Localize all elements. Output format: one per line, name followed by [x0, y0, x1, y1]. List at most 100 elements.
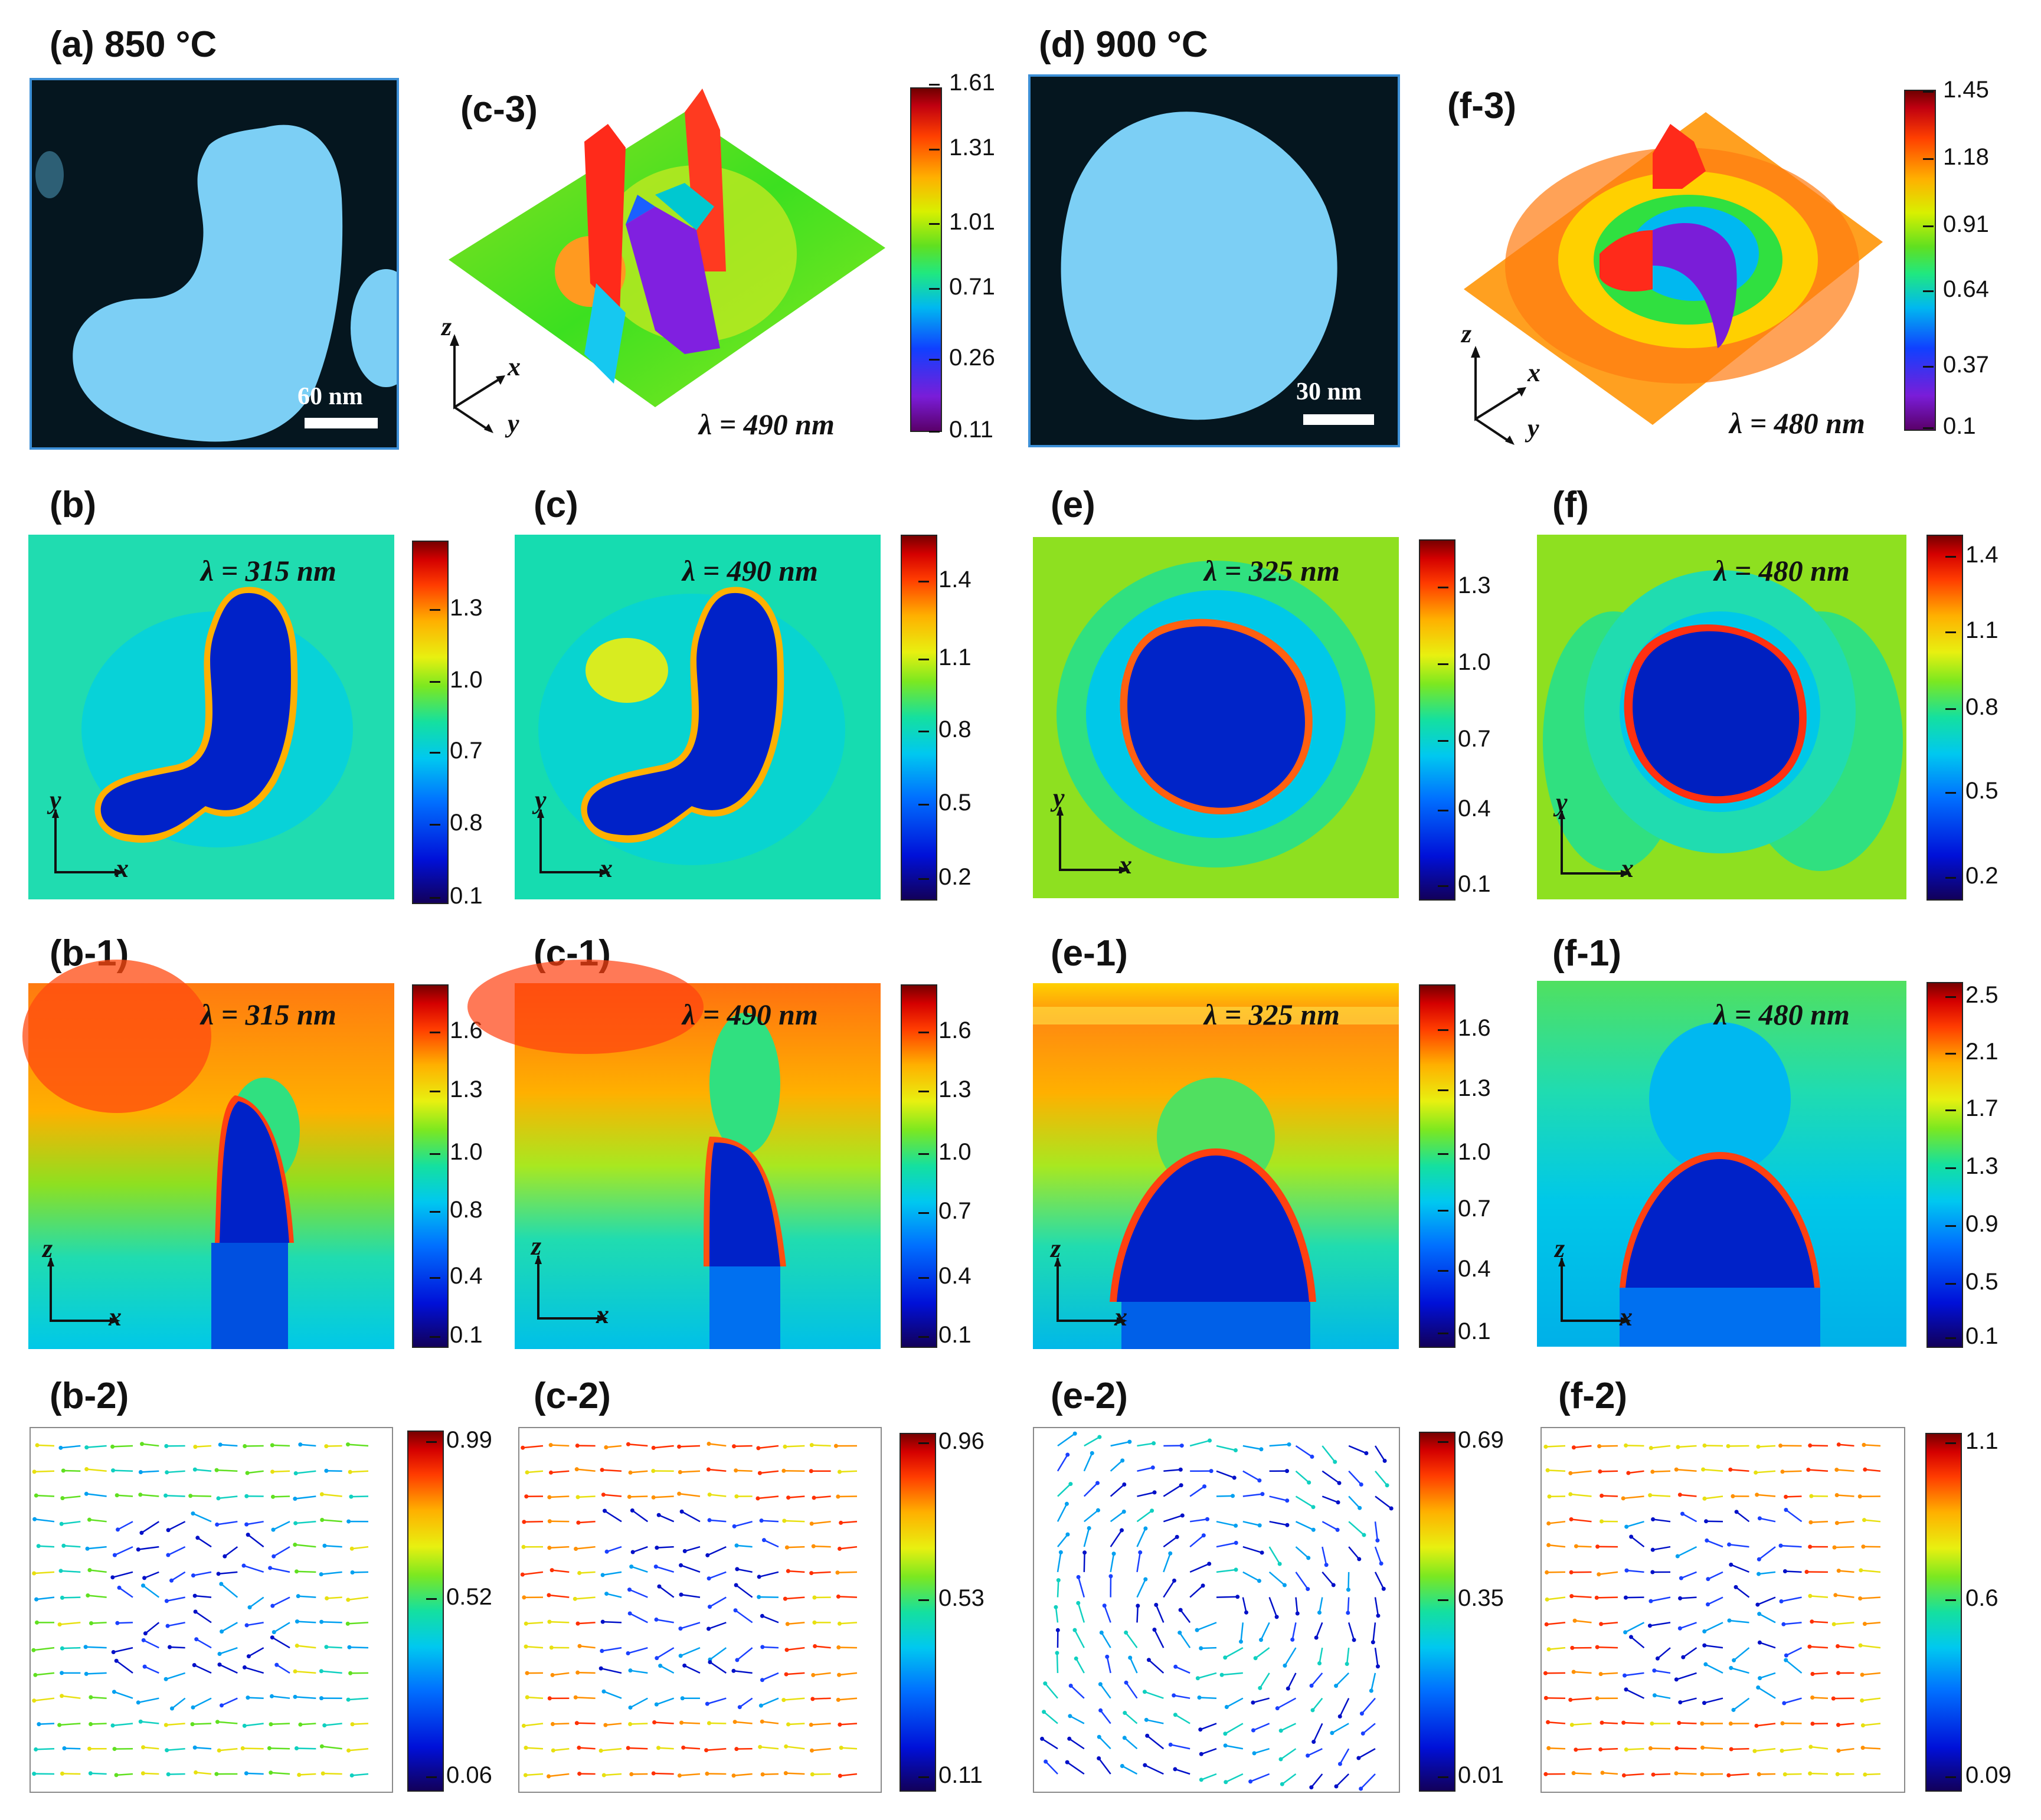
vector-arrow	[142, 1585, 160, 1598]
vector-arrow-head	[87, 1568, 92, 1573]
vector-arrow-head	[84, 1491, 89, 1496]
vector-arrow-head	[167, 1645, 172, 1649]
colorbar-tick-mark	[1945, 996, 1956, 998]
axis-label-b-x: x	[116, 854, 129, 883]
vector-arrow-head	[1836, 1671, 1841, 1675]
vector-arrow-head	[114, 1658, 119, 1663]
vector-arrow-head	[1098, 1682, 1103, 1687]
vector-arrow-head	[1729, 1562, 1733, 1567]
particle-850-small	[35, 151, 64, 198]
vector-arrow	[763, 1773, 779, 1776]
vector-arrow	[1839, 1570, 1854, 1573]
vector-arrow	[1295, 1572, 1309, 1590]
vector-arrow-head	[1647, 1623, 1652, 1628]
vector-arrow-head	[294, 1746, 299, 1750]
vector-arrow	[1372, 1622, 1376, 1642]
vector-arrow	[140, 1470, 159, 1473]
vector-arrow-head	[629, 1772, 634, 1776]
vector-arrow	[145, 1622, 160, 1634]
vector-arrow-head	[1832, 1545, 1837, 1550]
vector-arrow	[525, 1773, 544, 1776]
vector-arrow-head	[679, 1592, 683, 1597]
vector-arrow-head	[1065, 1452, 1070, 1457]
vector-arrow	[273, 1521, 290, 1531]
vector-arrow	[1332, 1723, 1349, 1734]
vector-arrow-head	[1569, 1517, 1574, 1521]
vector-arrow-head	[1655, 1656, 1660, 1661]
vector-arrow-head	[1831, 1696, 1836, 1701]
vector-arrow	[632, 1510, 649, 1523]
vector-arrow	[1735, 1586, 1750, 1598]
vector-arrow	[1361, 1697, 1376, 1714]
vector-arrow-head	[320, 1518, 325, 1523]
vector-arrow	[656, 1546, 674, 1549]
vector-arrow	[1812, 1672, 1829, 1675]
vector-arrow-head	[1808, 1520, 1813, 1525]
vector-arrow-head	[322, 1723, 327, 1728]
vector-arrow	[679, 1773, 701, 1776]
vector-arrow-head	[247, 1605, 252, 1610]
vector-arrow-head	[656, 1513, 661, 1517]
vector-arrow	[1546, 1622, 1566, 1625]
colorbar-tick-mark	[1945, 792, 1956, 794]
axis-label-c3-y: y	[508, 409, 519, 438]
vector-arrow	[1704, 1697, 1723, 1704]
vector-arrow-head	[760, 1613, 764, 1618]
vector-arrow	[1860, 1569, 1881, 1573]
colorbar-tick-mark	[1438, 740, 1448, 742]
vector-arrow	[1837, 1645, 1854, 1649]
axis-triad-f3	[1471, 346, 1526, 445]
cbar-f2-tick-2: 0.09	[1965, 1762, 2011, 1788]
vector-arrow-head	[1834, 1467, 1839, 1472]
vector-arrow-head	[1223, 1743, 1228, 1748]
vector-arrow	[1295, 1495, 1314, 1508]
vector-arrow	[323, 1772, 342, 1775]
vector-arrow	[1708, 1596, 1723, 1605]
vector-arrow	[1083, 1528, 1090, 1547]
vector-arrow-head	[1258, 1638, 1263, 1642]
vector-arrow-head	[58, 1569, 63, 1573]
vector-arrow	[760, 1470, 779, 1474]
vector-arrow	[680, 1646, 701, 1657]
vector-arrow-head	[837, 1621, 842, 1626]
vector-arrow	[1083, 1552, 1085, 1572]
vector-arrow	[735, 1721, 753, 1724]
cbar-c3-tick-2: 1.01	[949, 209, 995, 235]
vector-arrow	[246, 1521, 264, 1526]
cbar-b-tick-3: 0.8	[450, 810, 483, 836]
vector-arrow	[1310, 1773, 1323, 1788]
vector-arrow-head	[627, 1611, 632, 1616]
vector-arrow-head	[600, 1573, 605, 1577]
vector-arrow-head	[244, 1771, 248, 1776]
vector-arrow	[1546, 1596, 1566, 1600]
vector-arrow-head	[575, 1443, 580, 1448]
vector-arrow	[655, 1566, 675, 1573]
vector-arrow	[1347, 1572, 1350, 1590]
vector-arrow-head	[761, 1538, 766, 1543]
vector-arrow	[142, 1443, 159, 1447]
scale-bar-30nm	[1303, 414, 1374, 425]
vector-arrow-head	[1095, 1508, 1100, 1513]
vector-arrow-head	[598, 1666, 603, 1671]
vector-arrow-head	[1861, 1544, 1866, 1549]
vector-arrow-head	[523, 1773, 528, 1778]
vector-arrow	[1548, 1469, 1566, 1472]
vector-arrow-head	[320, 1771, 325, 1776]
vector-arrow-head	[1283, 1663, 1287, 1668]
vector-arrow-head	[62, 1746, 67, 1750]
vector-arrow-head	[678, 1626, 683, 1631]
vector-arrow-head	[1251, 1700, 1255, 1705]
vector-arrow-head	[215, 1720, 220, 1724]
axis-arrows-b1	[47, 1257, 120, 1324]
vector-arrow	[1129, 1657, 1138, 1674]
vector-arrow-head	[1055, 1628, 1060, 1632]
field-map-f	[1537, 535, 1906, 899]
panel-label-e1: (e-1)	[1051, 933, 1128, 974]
vector-arrow-head	[1600, 1519, 1604, 1524]
vector-arrow-head	[1674, 1746, 1679, 1751]
vector-arrow-head	[1124, 1680, 1129, 1685]
vector-arrow-head	[297, 1772, 302, 1777]
field-map-e1	[1033, 983, 1399, 1349]
vector-arrow-head	[1594, 1595, 1599, 1600]
vector-arrow-head	[1067, 1736, 1072, 1741]
